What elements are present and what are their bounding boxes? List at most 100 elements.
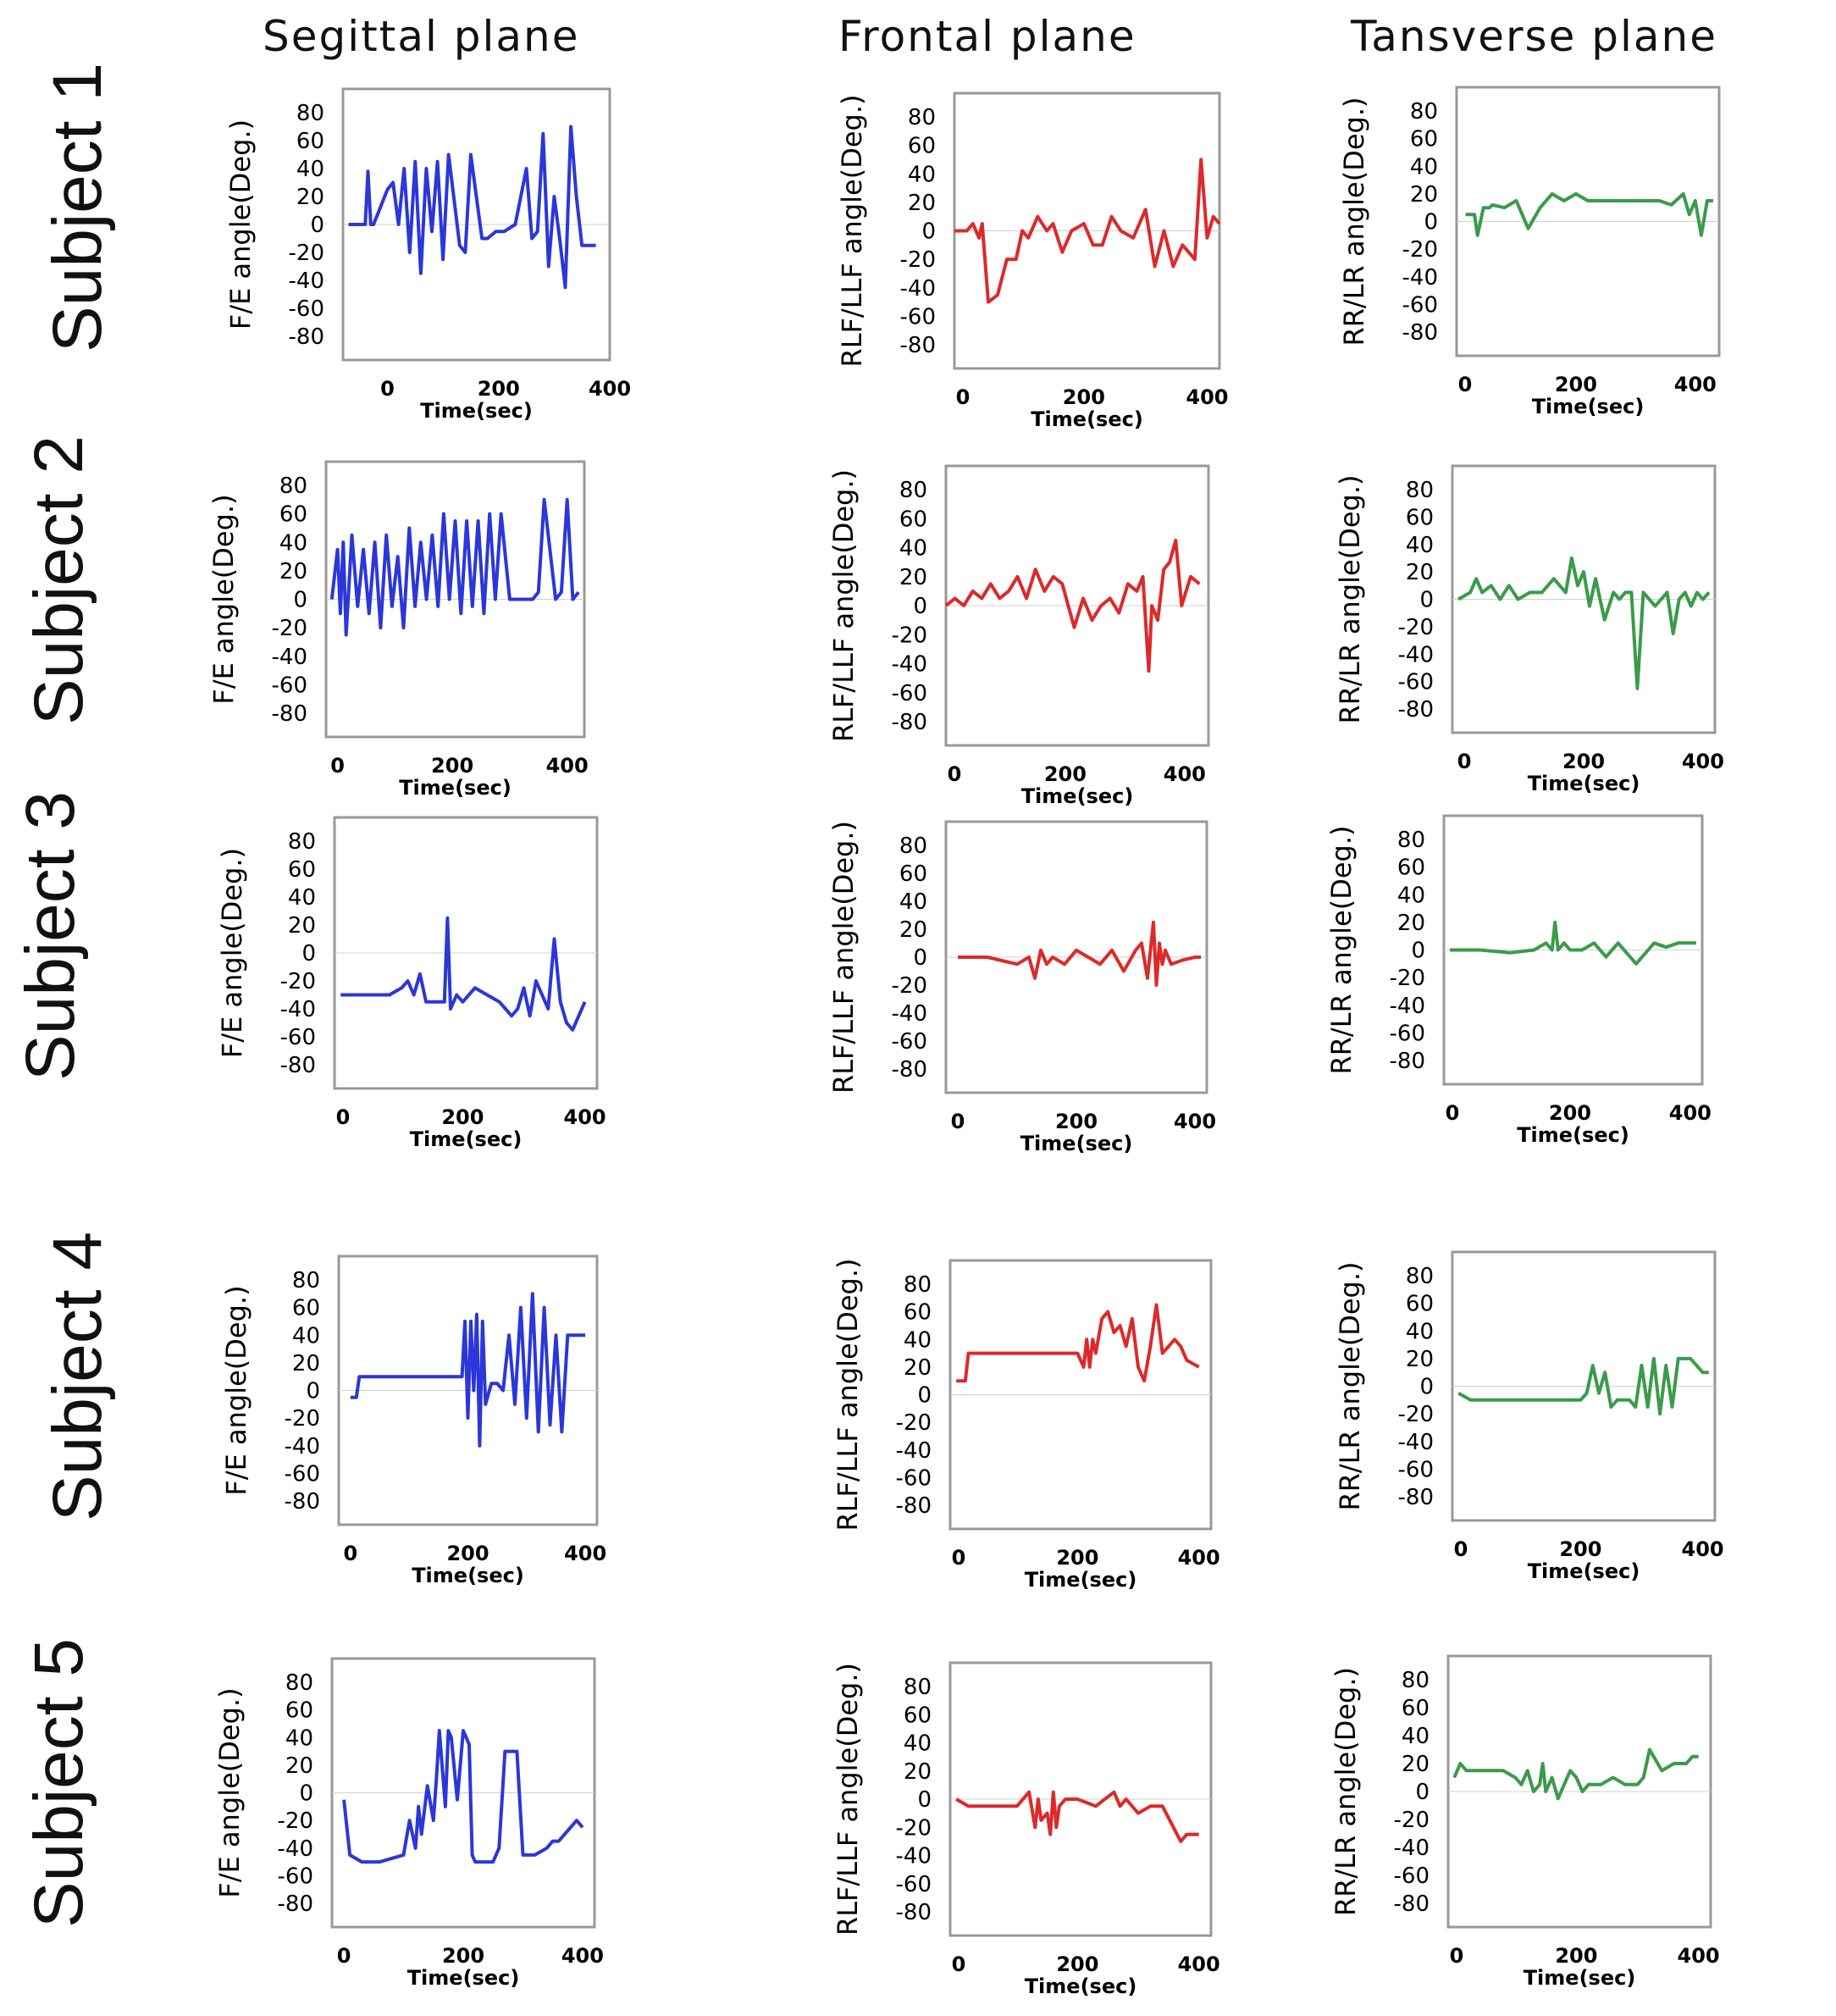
series-line	[1457, 1356, 1709, 1416]
series-line	[350, 1292, 586, 1448]
y-tick-label: -80	[1390, 1049, 1425, 1074]
y-axis-label: F/E angle(Deg.)	[213, 1687, 246, 1897]
y-tick-label: 0	[917, 1383, 932, 1409]
y-tick-label: -40	[1390, 994, 1425, 1019]
y-tick-label: 40	[292, 1323, 320, 1349]
y-tick-label: 40	[279, 530, 307, 556]
x-tick-label: 0	[956, 385, 971, 409]
x-tick-label: 200	[442, 1944, 484, 1968]
y-tick-label: 0	[1415, 1780, 1430, 1805]
y-tick-label: 0	[913, 945, 927, 971]
y-tick-label: 60	[288, 857, 316, 883]
y-tick-label: 60	[908, 134, 936, 159]
y-tick-label: 60	[1402, 1696, 1430, 1721]
x-tick-label: 200	[1044, 762, 1087, 786]
x-tick-label: 400	[1682, 750, 1724, 773]
x-tick-label: 0	[380, 377, 395, 401]
y-axis-label: RR/LR angle(Deg.)	[1334, 1261, 1366, 1510]
x-axis-label: Time(sec)	[1025, 1974, 1137, 1998]
series-line	[954, 158, 1221, 304]
y-tick-label: -40	[900, 276, 936, 302]
y-tick-label: -20	[896, 1410, 932, 1436]
x-axis-label: Time(sec)	[1524, 1966, 1636, 1990]
x-axis-label: Time(sec)	[1528, 772, 1640, 795]
y-tick-label: -20	[1398, 615, 1434, 640]
y-tick-label: 40	[908, 162, 936, 187]
series-line	[342, 1729, 584, 1864]
column-title-frontal: Frontal plane	[838, 12, 1136, 61]
y-axis-label: RLF/LLF angle(Deg.)	[827, 469, 860, 742]
y-tick-label: -40	[1394, 1836, 1430, 1861]
series-line	[955, 1790, 1199, 1843]
y-axis-label: RLF/LLF angle(Deg.)	[827, 821, 860, 1094]
y-tick-label: -80	[278, 1891, 313, 1917]
series-line	[1452, 1747, 1699, 1801]
y-axis-label: F/E angle(Deg.)	[220, 1285, 252, 1495]
y-tick-label: -60	[272, 673, 307, 698]
y-tick-label: -20	[278, 1808, 313, 1834]
y-tick-label: -60	[896, 1465, 932, 1491]
y-tick-label: 40	[285, 1725, 313, 1751]
y-tick-label: -60	[280, 1025, 316, 1050]
series-line	[956, 1303, 1200, 1383]
x-tick-label: 200	[1549, 1101, 1591, 1125]
column-title-sagittal: Segittal plane	[263, 12, 580, 61]
y-tick-label: 80	[285, 1670, 313, 1696]
y-tick-label: 0	[921, 219, 936, 245]
y-tick-label: -40	[285, 1434, 320, 1459]
y-tick-label: 80	[908, 105, 936, 130]
y-tick-label: -40	[896, 1438, 932, 1464]
y-tick-label: 20	[292, 1351, 320, 1376]
y-tick-label: 80	[296, 101, 324, 126]
x-tick-label: 0	[952, 1546, 966, 1570]
y-tick-label: -60	[900, 304, 936, 330]
y-tick-label: -20	[285, 1406, 320, 1432]
y-tick-label: -40	[278, 1836, 313, 1862]
y-tick-label: 0	[1419, 1375, 1434, 1400]
y-tick-label: 0	[293, 588, 307, 613]
y-axis-label: RLF/LLF angle(Deg.)	[836, 94, 868, 367]
x-tick-label: 400	[1178, 1546, 1220, 1570]
series-line	[348, 125, 596, 290]
y-tick-label: -20	[1398, 1402, 1434, 1427]
y-tick-label: -20	[892, 973, 927, 999]
y-tick-label: 60	[292, 1296, 320, 1321]
y-tick-label: -20	[289, 241, 324, 266]
y-axis-label: RR/LR angle(Deg.)	[1338, 97, 1370, 346]
y-tick-label: -60	[892, 681, 927, 706]
series-line	[944, 538, 1201, 673]
series-line	[958, 920, 1201, 987]
x-tick-label: 400	[1678, 1944, 1720, 1968]
series-line	[1465, 191, 1713, 237]
y-tick-label: 20	[899, 565, 927, 590]
x-axis-label: Time(sec)	[420, 399, 533, 423]
x-tick-label: 200	[1555, 373, 1597, 396]
y-axis-label: RR/LR angle(Deg.)	[1330, 1667, 1362, 1916]
y-tick-label: -20	[896, 1815, 932, 1841]
x-tick-label: 400	[1186, 385, 1228, 409]
y-tick-label: 80	[899, 834, 927, 859]
y-tick-label: -60	[1390, 1021, 1425, 1046]
y-tick-label: -40	[1398, 642, 1434, 667]
y-tick-label: 60	[279, 502, 307, 528]
x-tick-label: 0	[1450, 1944, 1464, 1968]
x-tick-label: 0	[1446, 1101, 1460, 1125]
y-tick-label: 60	[1410, 127, 1438, 152]
y-tick-label: 60	[904, 1703, 932, 1728]
x-tick-label: 400	[546, 754, 589, 778]
y-tick-label: -40	[289, 269, 324, 294]
y-axis-label: RLF/LLF angle(Deg.)	[832, 1258, 864, 1531]
x-tick-label: 400	[1682, 1537, 1724, 1561]
x-tick-label: 0	[336, 1105, 351, 1129]
y-tick-label: 40	[1402, 1724, 1430, 1749]
y-tick-label: -40	[892, 1001, 927, 1027]
y-tick-label: -60	[289, 296, 324, 322]
